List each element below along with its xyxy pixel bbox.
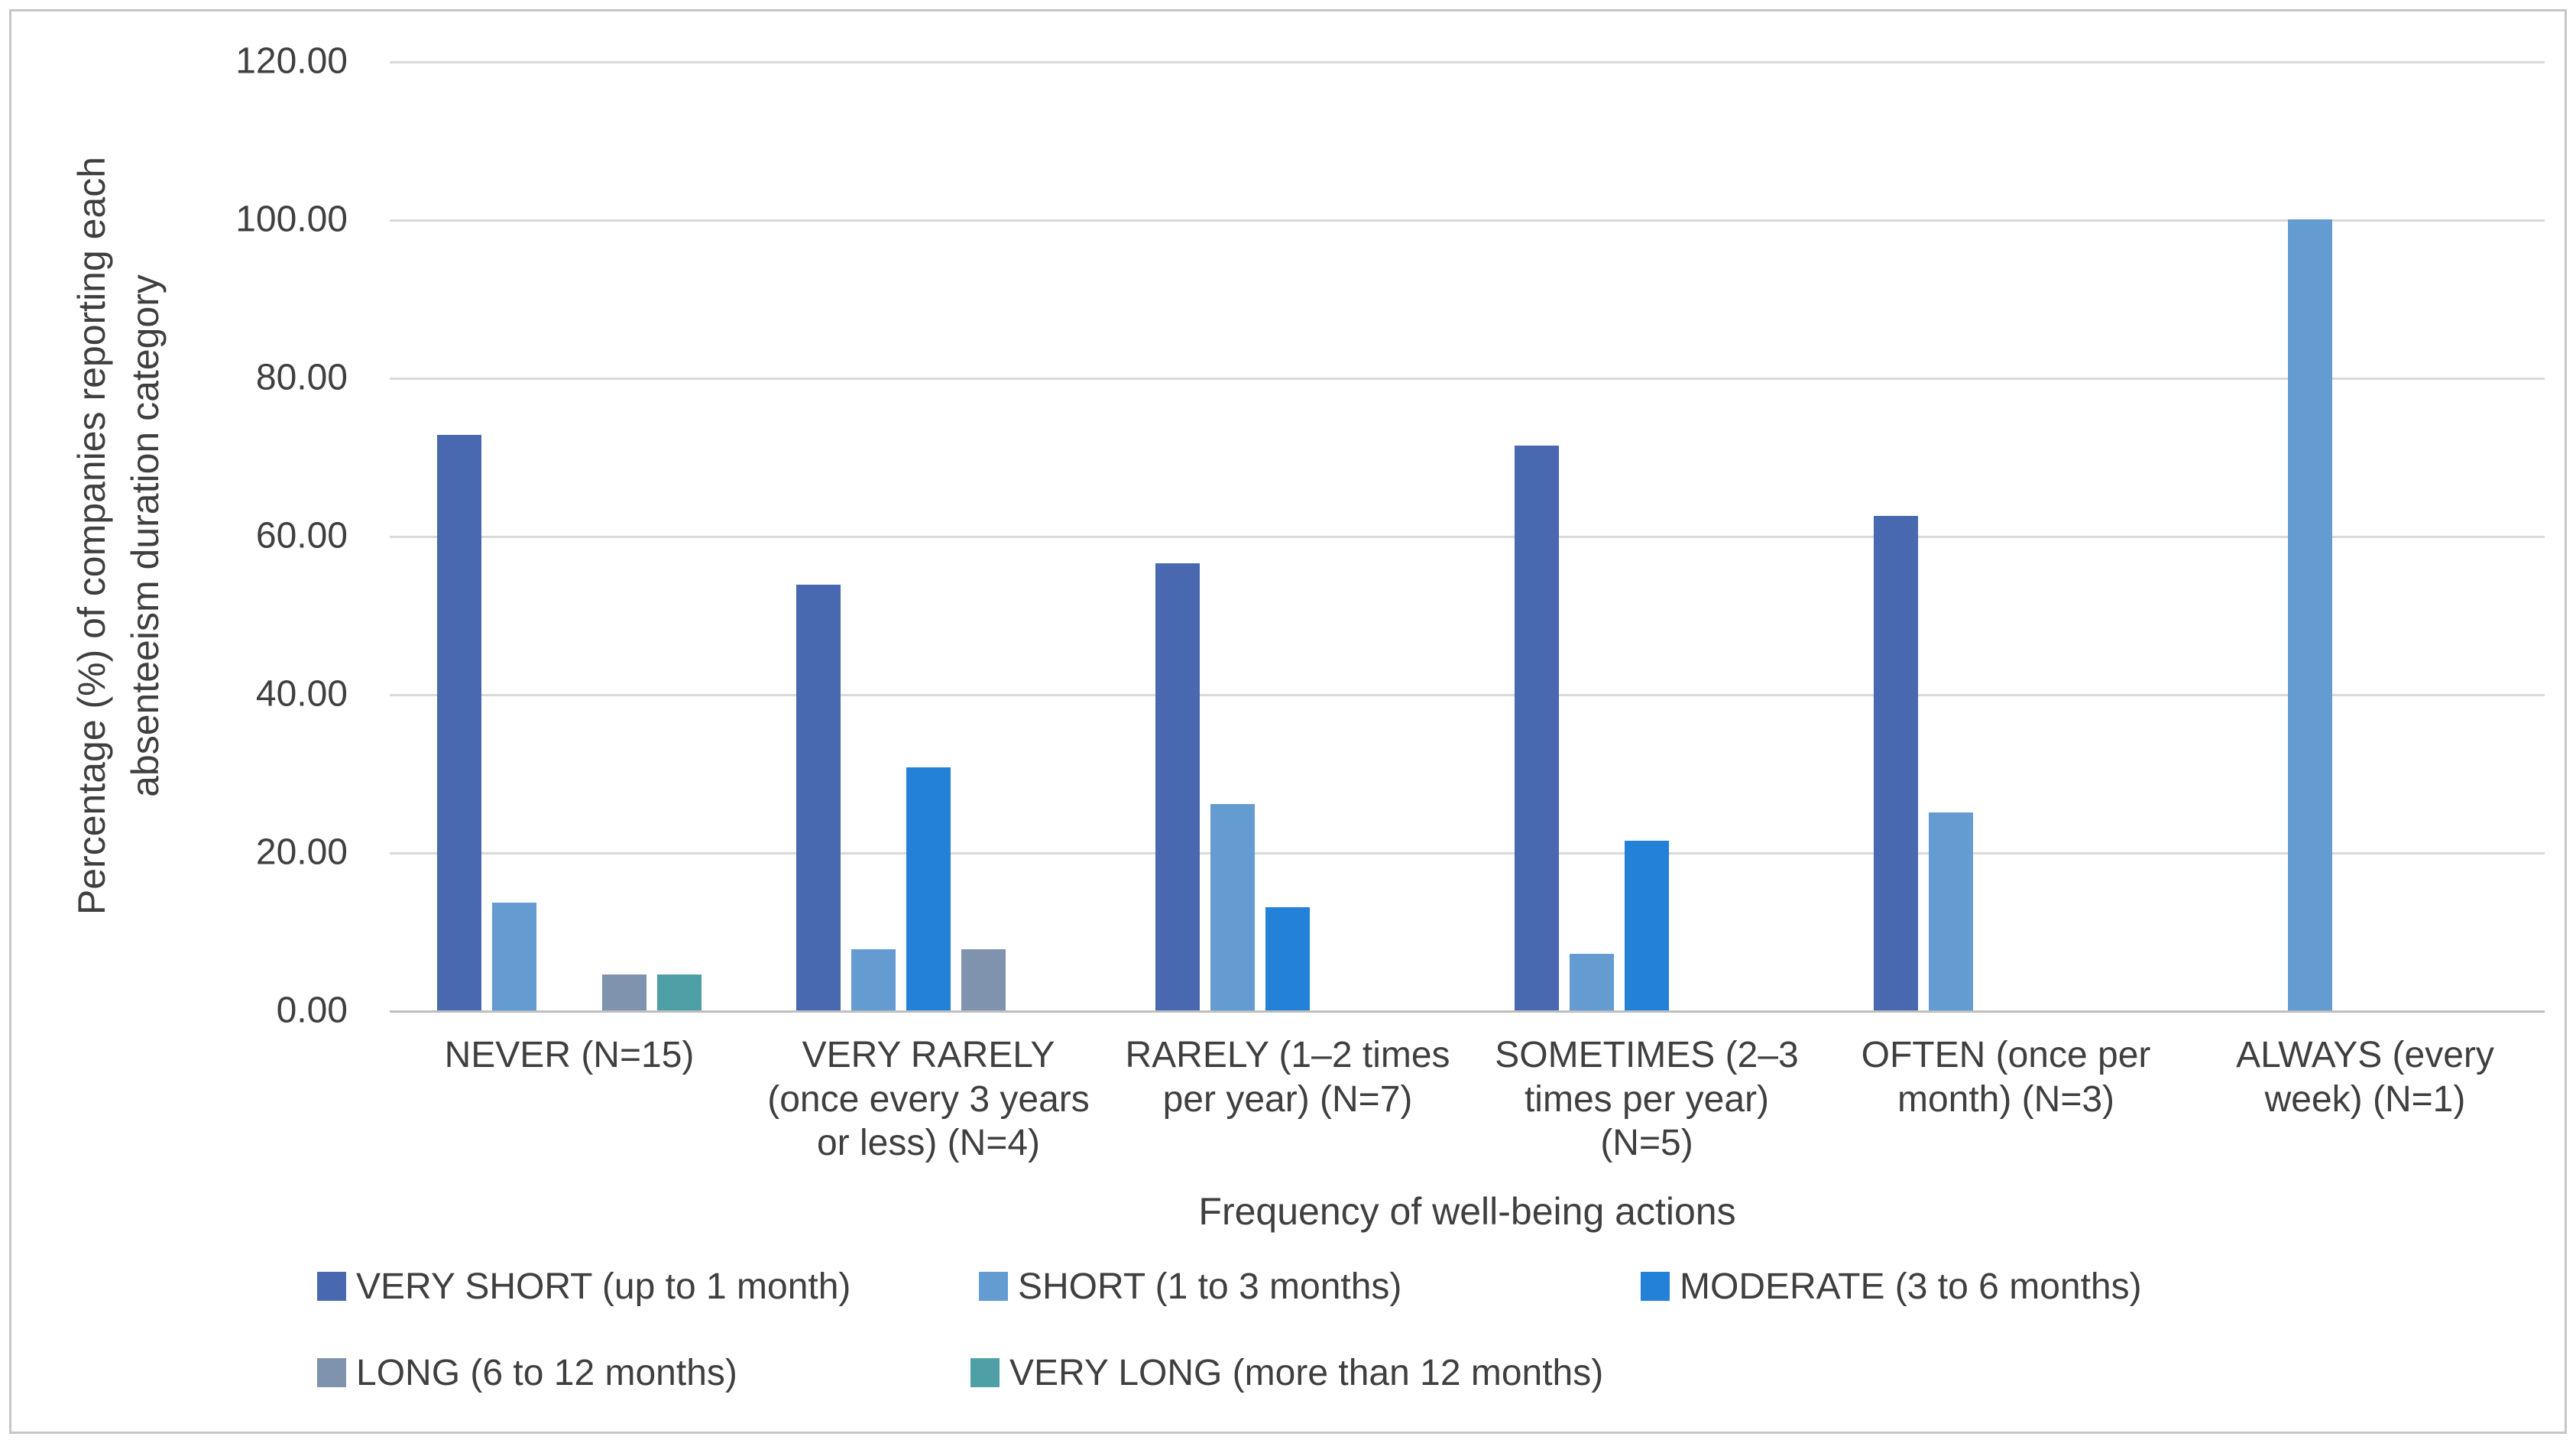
category-label: SOMETIMES (2–3 times per year) (N=5)	[1495, 1035, 1799, 1164]
bar	[1265, 907, 1310, 1010]
gridline	[390, 219, 2545, 222]
gridline	[390, 378, 2545, 380]
bar	[1515, 445, 1559, 1010]
x-axis-line	[390, 1010, 2545, 1013]
bar	[602, 974, 646, 1010]
bar-group	[2186, 61, 2545, 1010]
category-label: RARELY (1–2 times per year) (N=7)	[1125, 1035, 1450, 1120]
bar	[851, 949, 896, 1010]
x-axis-title: Frequency of well-being actions	[1198, 1190, 1736, 1233]
bar	[1570, 954, 1614, 1010]
gridline	[390, 61, 2545, 63]
bar-group	[390, 61, 749, 1010]
bar	[906, 767, 951, 1010]
y-tick-label: 100.00	[235, 199, 348, 240]
category-label: VERY RARELY (once every 3 years or less)…	[767, 1035, 1090, 1164]
category-label: NEVER (N=15)	[444, 1035, 695, 1075]
y-tick-label: 120.00	[235, 41, 348, 82]
bar	[2288, 219, 2332, 1010]
plot-area	[390, 61, 2545, 1013]
gridline	[390, 536, 2545, 538]
y-tick-label: 20.00	[255, 832, 348, 873]
y-tick-label: 60.00	[255, 515, 348, 556]
bar-group	[1108, 61, 1467, 1010]
bar	[657, 974, 702, 1010]
bar	[1874, 516, 1918, 1010]
bar-group	[749, 61, 1108, 1010]
y-tick-label: 80.00	[255, 357, 348, 398]
y-axis-ticks: 120.00 100.00 80.00 60.00 40.00 20.00 0.00	[0, 41, 348, 1031]
chart-border-frame	[9, 9, 2567, 1434]
category-label: ALWAYS (every week) (N=1)	[2236, 1035, 2494, 1120]
y-tick-label: 40.00	[255, 673, 348, 715]
bar	[1625, 841, 1669, 1010]
gridline	[390, 694, 2545, 696]
bar	[1929, 812, 1973, 1010]
bar-group	[1467, 61, 1826, 1010]
gridline	[390, 852, 2545, 854]
bar	[1210, 803, 1255, 1010]
x-axis-category-labels: NEVER (N=15) VERY RARELY (once every 3 ye…	[390, 1033, 2545, 1194]
bar-group	[1826, 61, 2186, 1010]
bar	[437, 435, 481, 1010]
bar	[796, 584, 841, 1010]
category-label: OFTEN (once per month) (N=3)	[1861, 1035, 2151, 1120]
bar	[961, 949, 1006, 1010]
bar	[1155, 563, 1200, 1010]
y-tick-label: 0.00	[276, 990, 348, 1031]
bar	[492, 902, 536, 1010]
